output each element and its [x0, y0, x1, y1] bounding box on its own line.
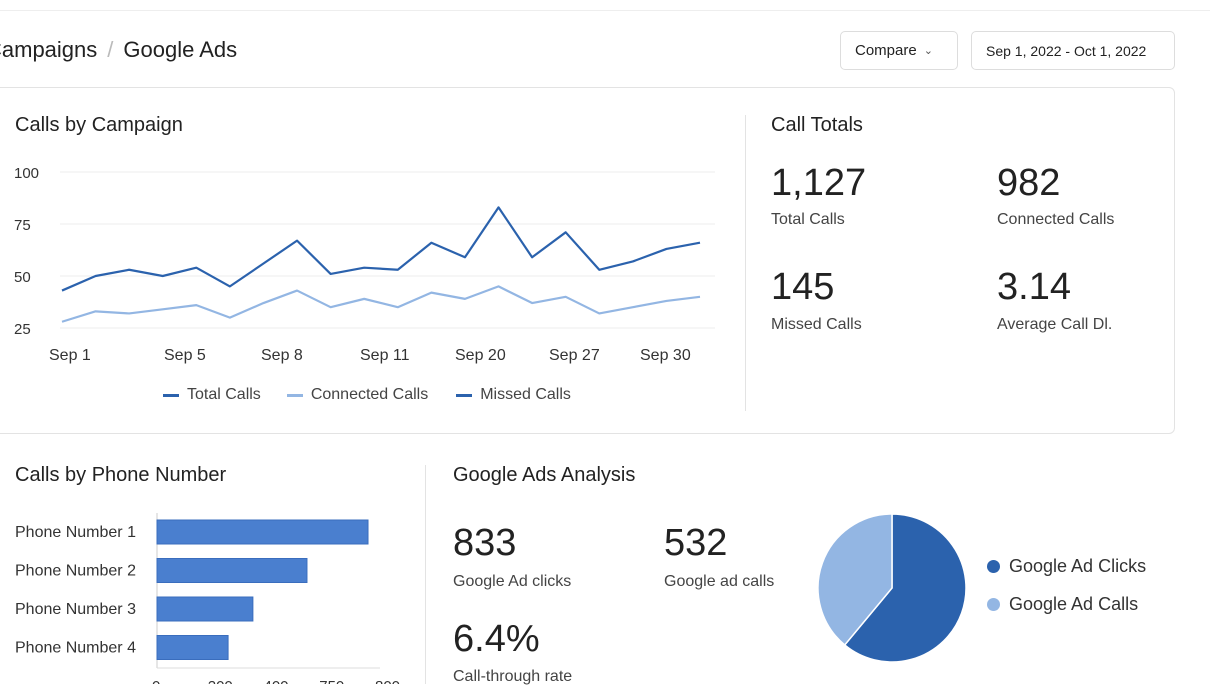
- y-tick-label: 75: [14, 217, 31, 234]
- bar: [156, 519, 369, 545]
- bar-category-label: Phone Number 1: [15, 524, 136, 541]
- breadcrumb-separator: /: [107, 37, 114, 62]
- ctr-label: Call-through rate: [453, 668, 573, 685]
- ad-calls-value: 532: [664, 522, 728, 564]
- bar: [156, 635, 229, 660]
- google-ads-pie: [817, 513, 967, 663]
- ad-clicks-value: 833: [453, 522, 517, 564]
- legend-label: Google Ad Calls: [1009, 594, 1139, 614]
- date-range-picker[interactable]: Sep 1, 2022 - Oct 1, 2022: [971, 31, 1175, 70]
- legend-swatch-missed: [456, 393, 473, 397]
- connected-calls-value: 982: [997, 162, 1061, 204]
- x-tick-label: Sep 30: [640, 347, 691, 364]
- legend-label: Google Ad Clicks: [1009, 556, 1147, 576]
- y-tick-label: 100: [14, 165, 39, 182]
- ctr-value: 6.4%: [453, 618, 540, 660]
- ad-calls-label: Google ad calls: [664, 573, 775, 590]
- bar-category-label: Phone Number 4: [15, 640, 136, 657]
- x-tick-label: 800: [375, 678, 400, 684]
- legend-swatch-total: [163, 393, 179, 397]
- x-tick-label: Sep 20: [455, 347, 506, 364]
- pie-legend-clicks: Google Ad Clicks: [987, 556, 1146, 577]
- compare-button[interactable]: Compare ⌄: [840, 31, 958, 70]
- legend-total: Total Calls: [187, 386, 261, 403]
- avg-call-value: 3.14: [997, 266, 1071, 308]
- x-tick-label: 200: [208, 678, 233, 684]
- missed-calls-label: Missed Calls: [771, 316, 862, 333]
- divider: [745, 115, 746, 411]
- chevron-down-icon: ⌄: [923, 45, 933, 57]
- pie-slice-google-ad-clicks: [843, 513, 967, 663]
- x-tick-label: Sep 5: [164, 347, 206, 364]
- google-ads-title: Google Ads Analysis: [453, 464, 636, 486]
- calls-by-phone-title: Calls by Phone Number: [15, 464, 227, 486]
- x-tick-label: Sep 11: [360, 347, 410, 364]
- legend-connected: Connected Calls: [310, 386, 429, 403]
- breadcrumb-parent[interactable]: Campaigns: [0, 37, 98, 62]
- series-line-total-calls: [61, 206, 701, 292]
- calls-by-campaign-chart: 100 75 50 25 Sep 1 Sep 5 Sep 8 Sep 11 Sep 20 Sep …: [14, 165, 715, 364]
- x-tick-label: 400: [264, 678, 289, 684]
- call-totals-title: Call Totals: [771, 114, 863, 136]
- x-tick-label: 0: [152, 678, 160, 684]
- missed-calls-value: 145: [771, 266, 835, 308]
- avg-call-label: Average Call Dl.: [997, 316, 1113, 333]
- campaign-card: [0, 87, 1175, 434]
- calls-by-campaign-title: Calls by Campaign: [15, 114, 183, 136]
- divider: [425, 465, 426, 684]
- y-tick-label: 50: [14, 269, 31, 286]
- legend-swatch-connected: [286, 393, 303, 397]
- total-calls-value: 1,127: [771, 162, 867, 204]
- legend-missed: Missed Calls: [480, 386, 571, 403]
- bar-category-label: Phone Number 3: [15, 601, 136, 618]
- x-tick-label: Sep 8: [261, 347, 303, 364]
- ad-clicks-label: Google Ad clicks: [453, 573, 572, 590]
- pie-slice-google-ad-calls: [817, 513, 893, 646]
- total-calls-label: Total Calls: [771, 211, 845, 228]
- breadcrumb-current: Google Ads: [123, 37, 238, 62]
- x-tick-label: Sep 1: [49, 347, 91, 364]
- legend-dot: [987, 598, 1000, 611]
- bar: [156, 596, 254, 622]
- y-tick-label: 25: [14, 321, 31, 338]
- bar-category-label: Phone Number 2: [15, 563, 136, 580]
- line-legend: Total Calls Connected Calls Missed Calls: [163, 386, 571, 404]
- bar: [156, 558, 308, 583]
- top-divider: [0, 10, 1210, 11]
- date-range-label: Sep 1, 2022 - Oct 1, 2022: [986, 42, 1147, 59]
- x-tick-label: Sep 27: [549, 347, 600, 364]
- breadcrumb: Campaigns / Google Ads: [0, 37, 237, 63]
- connected-calls-label: Connected Calls: [997, 211, 1115, 228]
- x-tick-label: 750: [319, 678, 344, 684]
- legend-dot: [987, 560, 1000, 573]
- series-line-connected-calls: [61, 285, 701, 323]
- calls-by-phone-chart: Phone Number 1 Phone Number 2 Phone Number…: [15, 513, 400, 684]
- pie-legend-calls: Google Ad Calls: [987, 594, 1138, 615]
- compare-label: Compare: [855, 42, 917, 59]
